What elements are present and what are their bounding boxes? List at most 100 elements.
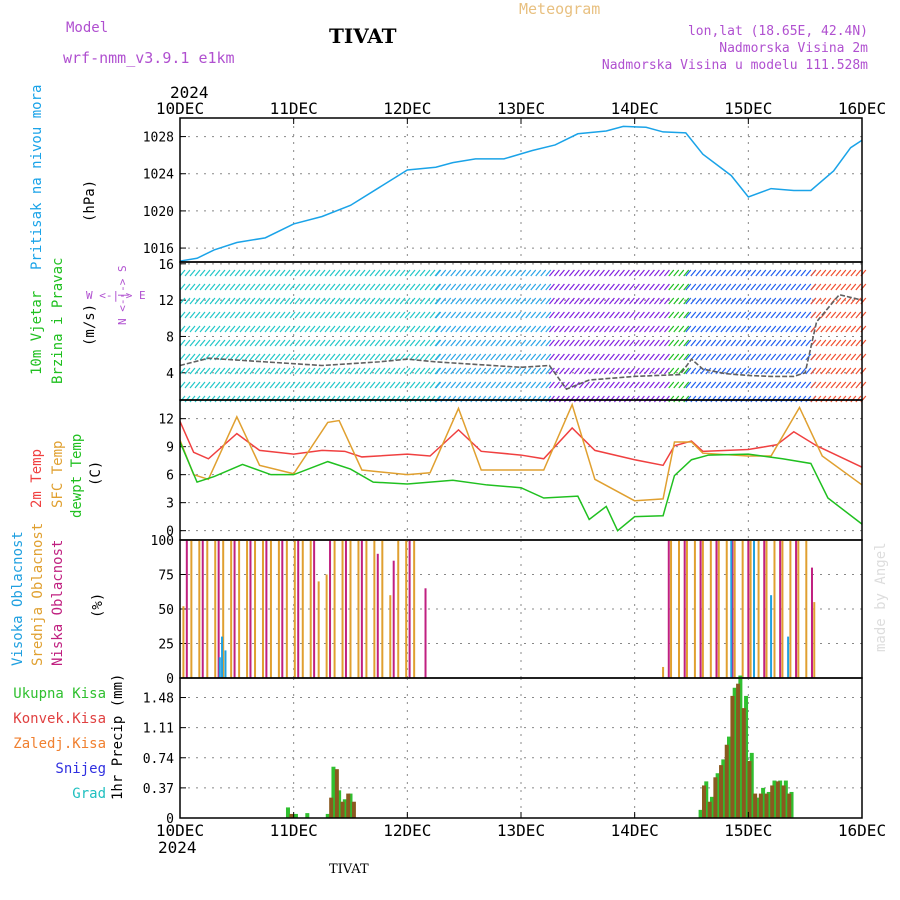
bar <box>662 666 665 678</box>
wind-barb <box>673 367 680 375</box>
wind-barb <box>384 311 391 319</box>
wind-barb <box>540 269 547 277</box>
wind-barb <box>648 297 655 305</box>
wind-barb <box>394 283 401 291</box>
wind-barb <box>424 367 431 375</box>
wind-barb <box>520 367 527 375</box>
wind-barb <box>339 353 346 361</box>
wind-barb <box>199 395 206 403</box>
wind-barb <box>810 395 817 403</box>
wind-barb <box>618 283 625 291</box>
wind-barb <box>558 353 565 361</box>
bar <box>222 540 225 678</box>
wind-barb <box>480 381 487 389</box>
wind-barb <box>424 325 431 333</box>
wind-barb <box>329 395 336 403</box>
wind-barb <box>568 325 575 333</box>
wind-barb <box>705 311 712 319</box>
wind-barb <box>720 269 727 277</box>
elevation-text: Nadmorska Visina 2m <box>719 41 868 56</box>
wind-barb <box>309 297 316 305</box>
wind-barb <box>705 283 712 291</box>
bar <box>365 540 368 678</box>
wind-barb <box>653 297 660 305</box>
wind-barb <box>304 283 311 291</box>
y-tick-label: 0.37 <box>143 782 174 797</box>
wind-barb <box>633 339 640 347</box>
wind-barb <box>515 311 522 319</box>
wind-barb <box>845 269 852 277</box>
wind-barb <box>710 339 717 347</box>
wind-barb <box>695 269 702 277</box>
wind-barb <box>583 283 590 291</box>
wind-barb <box>658 311 665 319</box>
bar <box>185 540 188 678</box>
wind-barb <box>435 297 442 305</box>
y-tick-label: 1.11 <box>143 722 174 737</box>
wind-barb <box>279 339 286 347</box>
wind-barb <box>455 395 462 403</box>
wind-barb <box>495 283 502 291</box>
wind-barb <box>850 381 857 389</box>
wind-barb <box>725 311 732 319</box>
wind-barb <box>394 381 401 389</box>
wind-barb <box>845 311 852 319</box>
wind-barb <box>583 311 590 319</box>
wind-barb <box>835 339 842 347</box>
wind-barb <box>695 381 702 389</box>
wind-barb <box>775 395 782 403</box>
wind-barb <box>628 339 635 347</box>
wind-barb <box>710 269 717 277</box>
wind-barb <box>805 339 812 347</box>
wind-barb <box>775 283 782 291</box>
wind-barb <box>309 395 316 403</box>
wind-barb <box>760 353 767 361</box>
bar <box>730 695 735 818</box>
wind-barb <box>294 367 301 375</box>
wind-barb <box>254 353 261 361</box>
wind-barb <box>710 325 717 333</box>
wind-barb <box>690 367 697 375</box>
wind-barb <box>224 381 231 389</box>
y-tick-label: 1016 <box>143 242 174 257</box>
wind-barb <box>805 269 812 277</box>
wind-barb <box>745 325 752 333</box>
wind-barb <box>578 283 585 291</box>
wind-barb <box>623 325 630 333</box>
wind-barb <box>780 297 787 305</box>
wind-barb <box>329 339 336 347</box>
wind-barb <box>239 297 246 305</box>
wind-barb <box>214 325 221 333</box>
wind-barb <box>540 339 547 347</box>
wind-barb <box>835 353 842 361</box>
wind-barb <box>593 269 600 277</box>
wind-barb <box>730 395 737 403</box>
wind-barb <box>284 297 291 305</box>
wind-barb <box>668 339 675 347</box>
wind-barb <box>419 381 426 389</box>
wind-barb <box>450 325 457 333</box>
wind-barb <box>269 325 276 333</box>
wind-barb <box>715 395 722 403</box>
wind-barb <box>638 339 645 347</box>
wind-barb <box>588 297 595 305</box>
wind-barb <box>648 311 655 319</box>
wind-barb <box>259 395 266 403</box>
wind-barb <box>515 339 522 347</box>
wind-barb <box>535 325 542 333</box>
wind-barb <box>329 381 336 389</box>
wind-barb <box>460 325 467 333</box>
wind-barb <box>354 353 361 361</box>
wind-barb <box>588 353 595 361</box>
wind-barb <box>725 269 732 277</box>
wind-barb <box>653 311 660 319</box>
wind-barb <box>475 381 482 389</box>
wind-barb <box>815 325 822 333</box>
wind-barb <box>214 297 221 305</box>
wind-barb <box>244 395 251 403</box>
wind-barb <box>244 325 251 333</box>
wind-barb <box>745 395 752 403</box>
wind-barb <box>319 283 326 291</box>
wind-barb <box>633 367 640 375</box>
wind-barb <box>690 381 697 389</box>
